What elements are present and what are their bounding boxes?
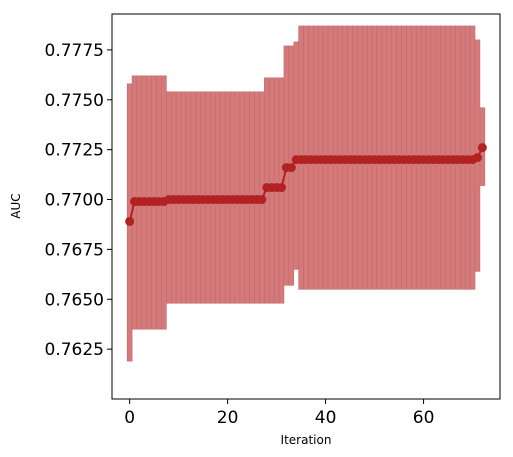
series-markers — [125, 143, 487, 226]
plot-frame — [111, 13, 501, 400]
y-tick-label-0: 0.7625 — [45, 340, 104, 360]
y-tick-label-2: 0.7675 — [45, 240, 104, 260]
y-axis: 0.7625 0.7650 0.7675 0.7700 0.7725 0.7750 0.77… — [45, 41, 112, 360]
y-axis-title: AUC — [9, 193, 23, 218]
x-axis-title: Iteration — [281, 433, 332, 447]
data-point-33 — [286, 163, 296, 173]
y-tick-label-1: 0.7650 — [45, 290, 104, 310]
y-tick-label-5: 0.7750 — [45, 91, 104, 111]
x-tick-label-3: 60 — [413, 408, 435, 428]
y-tick-label-6: 0.7775 — [45, 41, 104, 61]
data-point-27 — [257, 195, 267, 205]
x-tick-label-2: 40 — [315, 408, 337, 428]
x-tick-label-1: 20 — [217, 408, 239, 428]
data-point-71 — [472, 153, 482, 163]
y-tick-label-3: 0.7700 — [45, 191, 104, 211]
x-tick-label-0: 0 — [124, 408, 135, 428]
y-tick-label-4: 0.7725 — [45, 141, 104, 161]
x-axis: 0 20 40 60 — [124, 399, 434, 428]
data-point-72 — [477, 143, 487, 153]
data-point-31 — [277, 183, 287, 193]
data-point-0 — [125, 216, 135, 226]
